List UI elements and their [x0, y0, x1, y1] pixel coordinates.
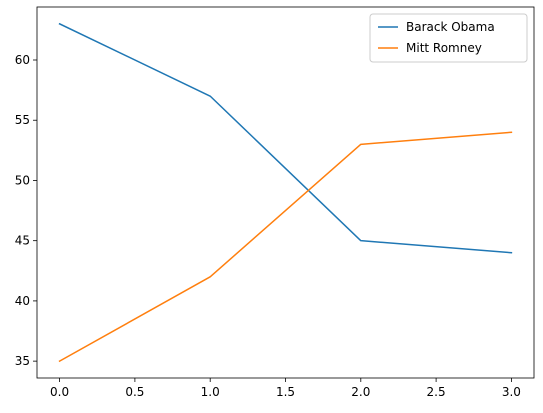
plot-frame — [36, 6, 535, 379]
y-tick-label: 45 — [15, 234, 30, 248]
legend-label-1: Barack Obama — [406, 20, 495, 34]
x-tick-label: 1.0 — [201, 385, 220, 399]
y-tick-label: 60 — [15, 53, 30, 67]
plot-area — [36, 6, 535, 379]
y-tick-label: 35 — [15, 354, 30, 368]
x-tick-label: 1.5 — [276, 385, 295, 399]
y-axis: 35 40 45 50 55 60 — [15, 53, 37, 368]
x-tick-label: 3.0 — [502, 385, 521, 399]
x-tick-label: 0.5 — [125, 385, 144, 399]
y-tick-label: 40 — [15, 294, 30, 308]
legend: Barack Obama Mitt Romney — [369, 13, 528, 63]
legend-box — [369, 13, 528, 63]
legend-label-2: Mitt Romney — [406, 41, 482, 55]
series-line-1 — [58, 22, 513, 254]
x-tick-label: 2.5 — [427, 385, 446, 399]
y-tick-label: 50 — [15, 173, 30, 187]
x-axis: 0.0 0.5 1.0 1.5 2.0 2.5 3.0 — [50, 378, 521, 399]
series-line-2 — [58, 131, 513, 363]
x-tick-label: 2.0 — [351, 385, 370, 399]
x-tick-label: 0.0 — [50, 385, 69, 399]
y-tick-label: 55 — [15, 113, 30, 127]
